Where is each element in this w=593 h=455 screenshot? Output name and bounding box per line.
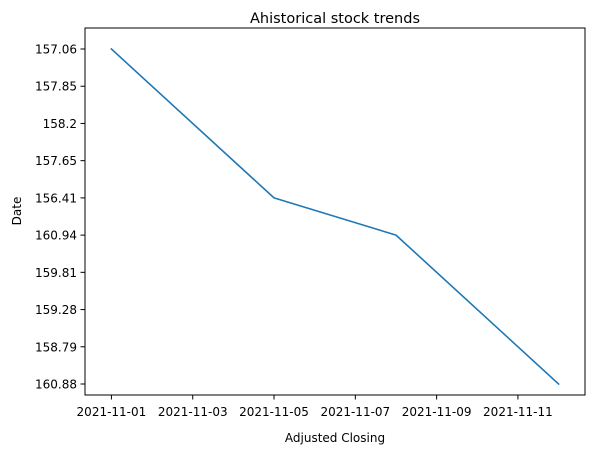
x-tick-label: 2021-11-11 xyxy=(483,405,553,419)
y-tick-label: 158.2 xyxy=(43,117,77,131)
x-axis-ticks: 2021-11-01 2021-11-03 2021-11-05 2021-11-07… xyxy=(77,395,553,419)
x-tick-label: 2021-11-07 xyxy=(320,405,390,419)
chart-title: Ahistorical stock trends xyxy=(250,11,420,27)
y-tick-label: 160.88 xyxy=(35,378,77,392)
y-axis-ticks: 157.06 157.85 158.2 157.65 156.41 160.94 159.8… xyxy=(35,43,85,392)
series-line xyxy=(110,47,560,386)
y-tick-label: 160.94 xyxy=(35,229,77,243)
x-tick-label: 2021-11-05 xyxy=(239,405,309,419)
y-tick-label: 159.81 xyxy=(35,266,77,280)
plot-area-frame xyxy=(84,27,586,396)
y-tick-label: 157.85 xyxy=(35,80,77,94)
x-tick-label: 2021-11-03 xyxy=(158,405,228,419)
y-tick-label: 157.06 xyxy=(35,43,77,57)
x-tick-label: 2021-11-09 xyxy=(402,405,472,419)
x-axis-label: Adjusted Closing xyxy=(285,431,385,445)
plot-layer xyxy=(110,47,560,386)
y-axis-label: Date xyxy=(10,197,24,226)
y-tick-label: 156.41 xyxy=(35,191,77,205)
y-tick-label: 157.65 xyxy=(35,154,77,168)
y-tick-label: 158.79 xyxy=(35,340,77,354)
y-tick-label: 159.28 xyxy=(35,303,77,317)
x-tick-label: 2021-11-01 xyxy=(77,405,147,419)
